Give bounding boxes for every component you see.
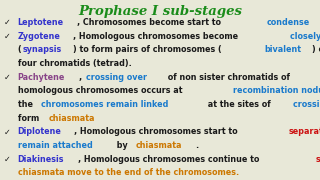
- Text: the: the: [18, 100, 35, 109]
- Text: at the sites of: at the sites of: [205, 100, 273, 109]
- Text: ✓: ✓: [4, 127, 11, 136]
- Text: , Homologous chromosomes become: , Homologous chromosomes become: [73, 32, 241, 41]
- Text: Prophase I sub-stages: Prophase I sub-stages: [78, 5, 242, 18]
- Text: (: (: [18, 45, 21, 54]
- Text: crossing over: crossing over: [86, 73, 147, 82]
- Text: ✓: ✓: [4, 155, 11, 164]
- Text: ,: ,: [79, 73, 84, 82]
- Text: separate: separate: [315, 155, 320, 164]
- Text: bivalent: bivalent: [265, 45, 302, 54]
- Text: , Chromosomes become start to: , Chromosomes become start to: [77, 18, 224, 27]
- Text: Zygotene: Zygotene: [18, 32, 60, 41]
- Text: four chromatids (tetrad).: four chromatids (tetrad).: [18, 59, 131, 68]
- Text: recombination nodules: recombination nodules: [233, 86, 320, 95]
- Text: , Homologous chromosomes continue to: , Homologous chromosomes continue to: [77, 155, 262, 164]
- Text: synapsis: synapsis: [22, 45, 61, 54]
- Text: chiasmata: chiasmata: [135, 141, 182, 150]
- Text: closely associated: closely associated: [290, 32, 320, 41]
- Text: Diplotene: Diplotene: [18, 127, 61, 136]
- Text: form: form: [18, 114, 42, 123]
- Text: of non sister chromatids of: of non sister chromatids of: [165, 73, 290, 82]
- Text: ) to form pairs of chromosomes (: ) to form pairs of chromosomes (: [73, 45, 221, 54]
- Text: ✓: ✓: [4, 18, 11, 27]
- Text: ✓: ✓: [4, 32, 11, 41]
- Text: Pachytene: Pachytene: [18, 73, 65, 82]
- Text: remain attached: remain attached: [18, 141, 92, 150]
- Text: condense: condense: [267, 18, 310, 27]
- Text: Diakinesis: Diakinesis: [18, 155, 64, 164]
- Text: , Homologous chromosomes start to: , Homologous chromosomes start to: [74, 127, 241, 136]
- Text: by: by: [114, 141, 131, 150]
- Text: chromosomes remain linked: chromosomes remain linked: [41, 100, 168, 109]
- Text: crossing over: crossing over: [293, 100, 320, 109]
- Text: chiasmata move to the end of the chromosomes.: chiasmata move to the end of the chromos…: [18, 168, 239, 177]
- Text: ✓: ✓: [4, 73, 11, 82]
- Text: chiasmata: chiasmata: [49, 114, 95, 123]
- Text: Leptotene: Leptotene: [18, 18, 64, 27]
- Text: homologous chromosomes occurs at: homologous chromosomes occurs at: [18, 86, 185, 95]
- Text: separate: separate: [289, 127, 320, 136]
- Text: ) consisting of: ) consisting of: [312, 45, 320, 54]
- Text: .: .: [195, 141, 198, 150]
